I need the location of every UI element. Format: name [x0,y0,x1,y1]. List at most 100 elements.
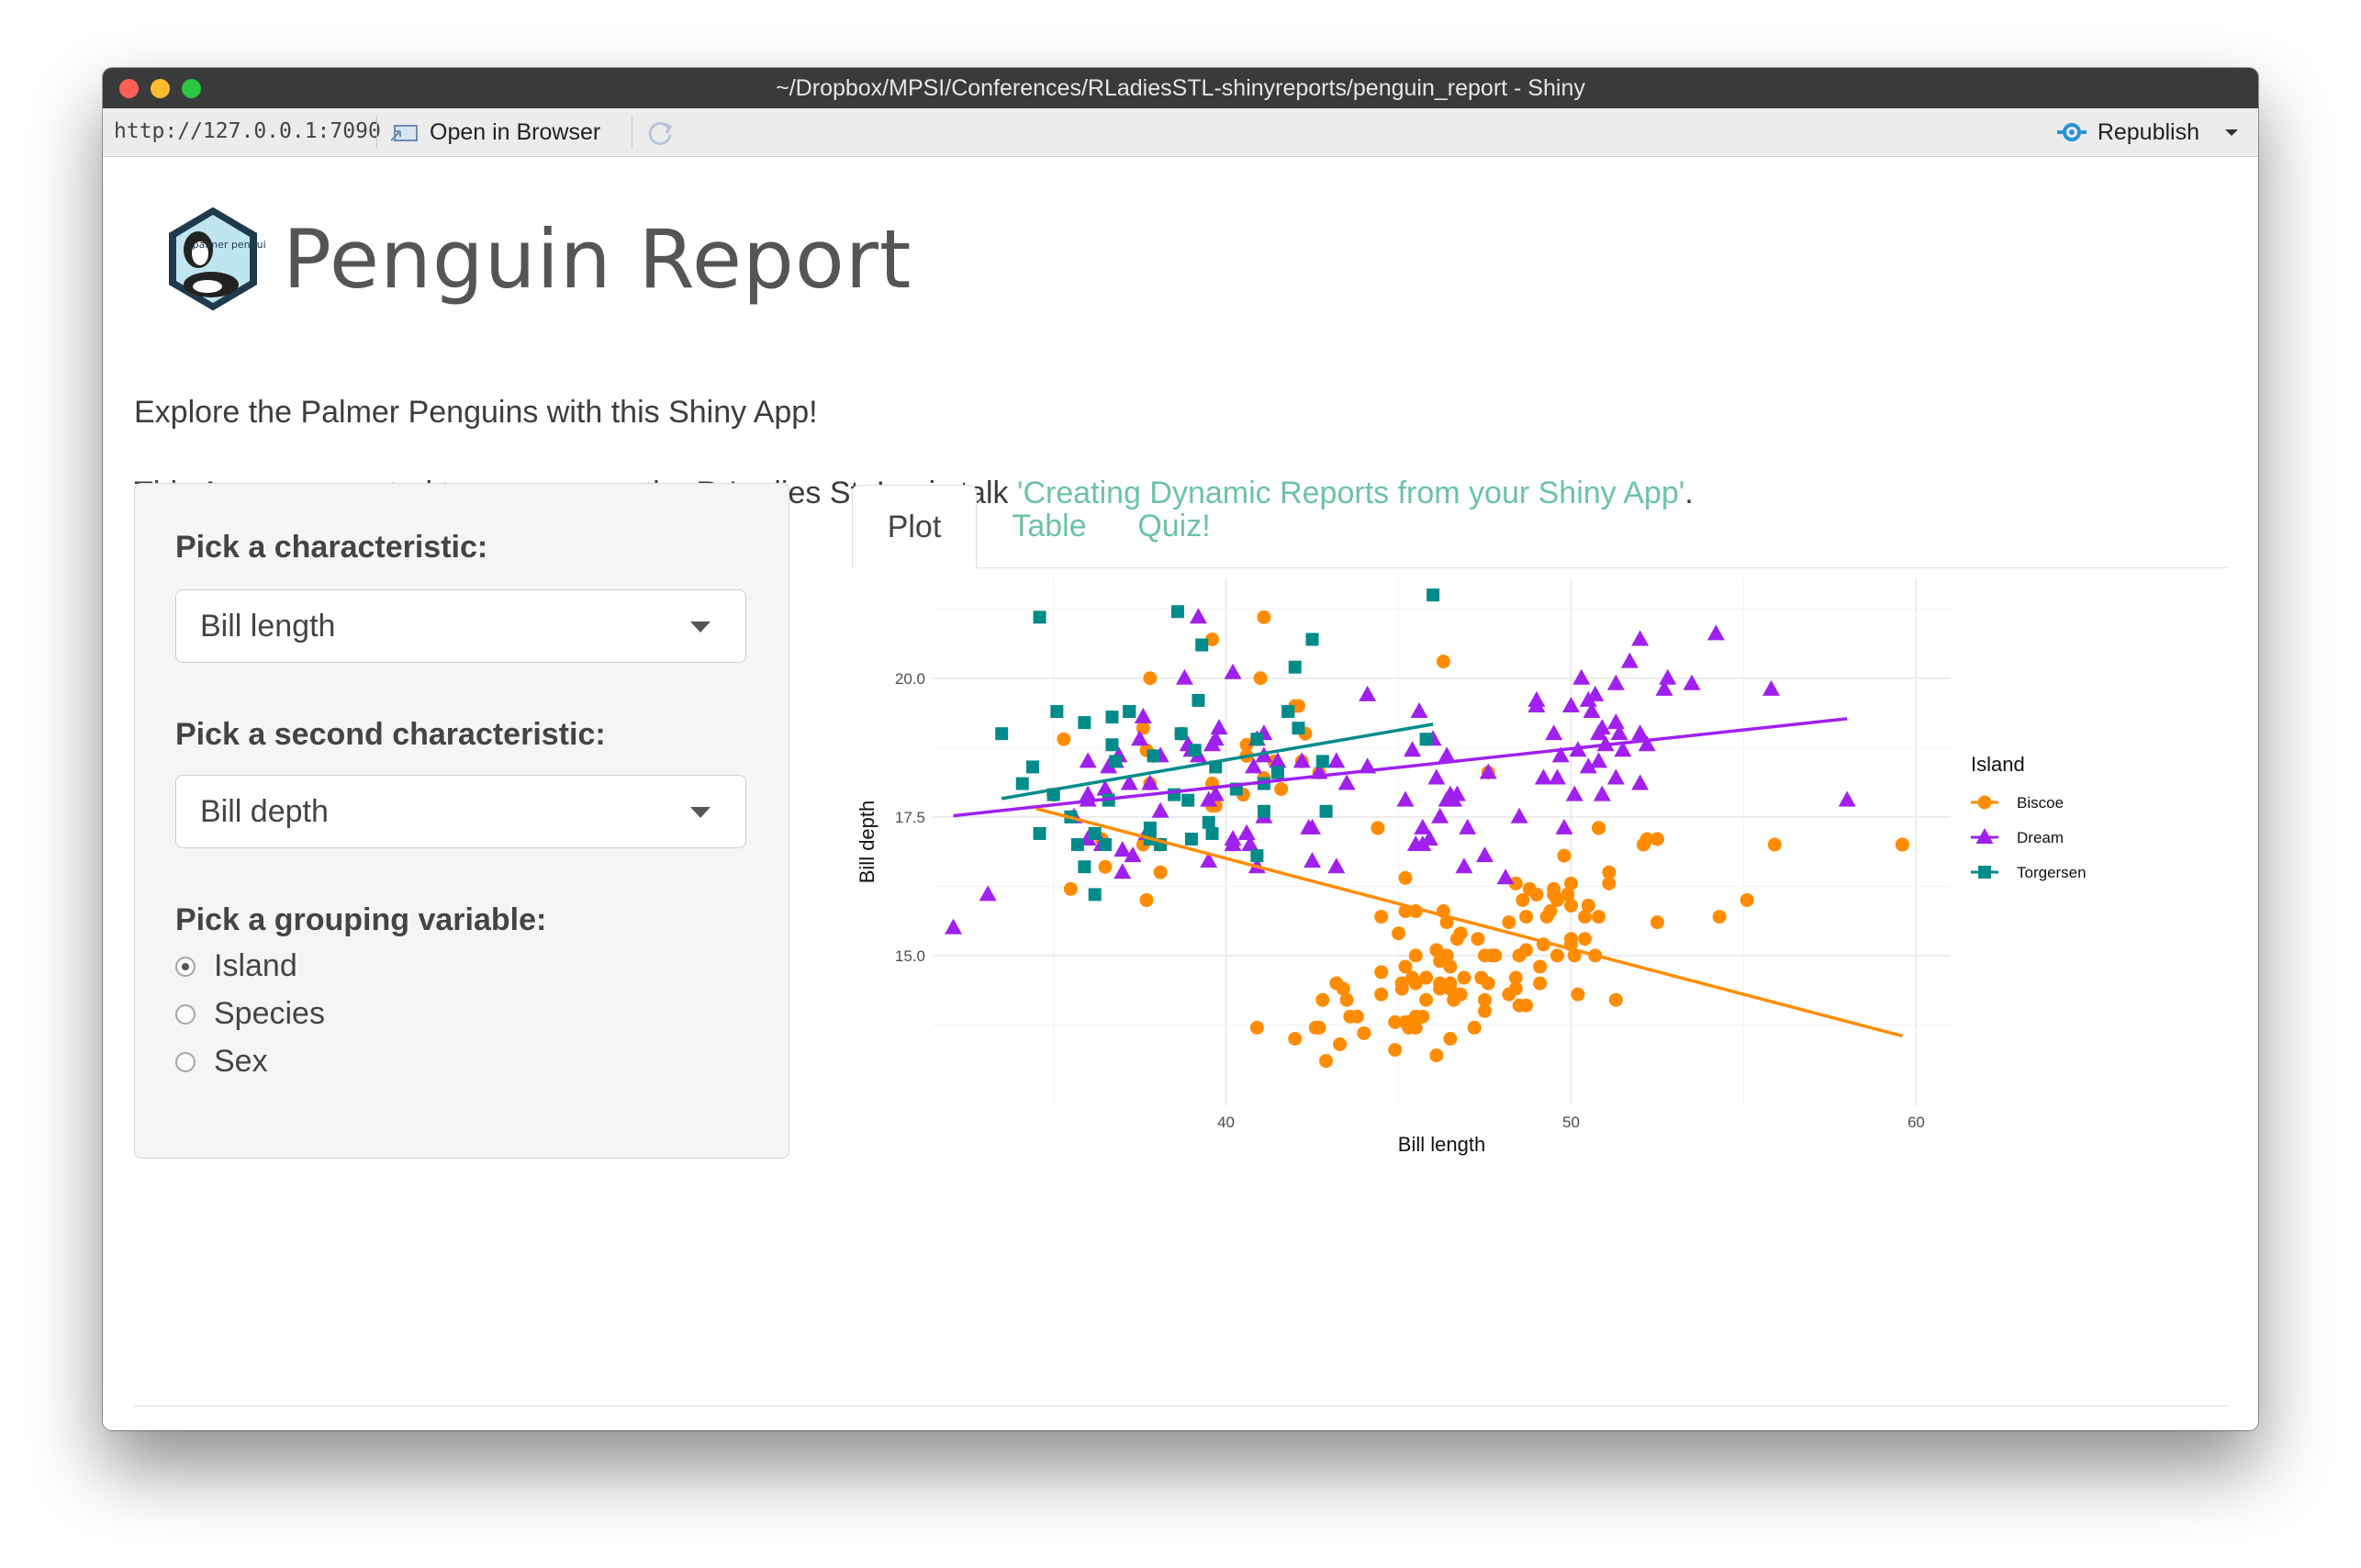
data-point [1608,992,1623,1007]
refresh-icon[interactable] [644,118,676,149]
data-point [1388,1043,1403,1058]
data-point [1063,881,1078,896]
data-point [1319,804,1333,818]
data-point [1419,992,1434,1007]
data-point [1195,638,1209,652]
radio-button[interactable] [175,1003,196,1025]
tab-plot[interactable]: Plot [852,485,977,568]
data-point [1496,868,1515,885]
second-characteristic-label: Pick a second characteristic: [175,717,606,752]
data-point [1388,1014,1403,1029]
data-point [1327,752,1346,768]
legend-label: Biscoe [2017,794,2064,812]
data-point [1123,705,1136,719]
data-point [1349,1009,1364,1024]
radio-species[interactable]: Species [175,996,325,1032]
data-point [1257,610,1271,624]
data-point [1639,832,1654,846]
data-point [1281,705,1295,719]
talk-link[interactable]: 'Creating Dynamic Reports from your Shin… [1016,476,1685,510]
characteristic-select[interactable]: Bill length [175,589,746,663]
data-point [1205,632,1220,646]
data-point [1292,722,1305,735]
y-axis-label: Bill depth [856,801,878,884]
url-field[interactable]: http://127.0.0.1:7090 [114,119,381,143]
maximize-window-button[interactable] [182,79,201,98]
data-point [1131,730,1149,746]
minimize-window-button[interactable] [151,79,170,98]
data-point [1113,841,1132,857]
data-point [1414,818,1432,834]
legend-key-marker [1978,866,1991,879]
data-point [1631,630,1650,646]
data-point [1638,735,1656,752]
data-point [1650,832,1664,846]
data-point [1410,702,1428,719]
characteristic-value: Bill length [200,609,336,644]
data-point [1124,846,1142,863]
data-point [1448,785,1466,801]
radio-sex[interactable]: Sex [175,1044,268,1080]
data-point [1527,690,1546,707]
data-point [1590,724,1608,741]
data-point [1305,633,1319,646]
data-point [1471,932,1485,946]
window-title: ~/Dropbox/MPSI/Conferences/RLadiesSTL-sh… [776,75,1585,101]
legend-key-marker [1977,795,1992,810]
data-point [1336,981,1350,996]
data-point [1512,948,1527,963]
data-point [1429,943,1444,958]
data-point [1439,948,1454,963]
radio-island[interactable]: Island [175,948,297,984]
data-point [1419,733,1433,746]
y-tick-label: 15.0 [895,947,925,965]
close-window-button[interactable] [119,79,139,98]
chevron-down-icon [690,622,711,633]
data-point [1453,926,1468,941]
data-point [1427,768,1446,785]
data-point [1578,932,1593,946]
data-point [1548,768,1566,785]
data-point [1015,777,1029,790]
data-point [1206,785,1225,801]
radio-button[interactable] [175,956,196,977]
data-point [1151,801,1169,818]
data-point [1436,655,1450,669]
tab-table[interactable]: Table [1012,509,1087,543]
data-point [1245,757,1263,774]
data-point [1408,948,1423,963]
data-point [1224,663,1242,679]
data-point [1516,892,1530,907]
data-point [1357,1025,1371,1040]
data-point [1512,998,1527,1013]
republish-button[interactable]: Republish [2055,116,2238,149]
legend-title: Island [1971,753,2025,776]
legend-label: Torgersen [2017,864,2087,881]
tab-quiz[interactable]: Quiz! [1137,509,1211,543]
second-characteristic-select[interactable]: Bill depth [175,775,746,848]
data-point [1359,685,1377,701]
app-window: ~/Dropbox/MPSI/Conferences/RLadiesSTL-sh… [103,68,2258,1430]
data-point [1374,910,1389,924]
y-tick-label: 17.5 [895,809,925,826]
data-point [1143,671,1158,686]
data-point [1510,807,1528,823]
data-point [1210,719,1228,735]
open-in-browser-button[interactable]: Open in Browser [389,116,600,149]
radio-button[interactable] [175,1051,196,1072]
data-point [1394,981,1409,996]
data-point [1767,837,1782,852]
data-point [1508,981,1523,996]
x-tick-label: 50 [1562,1114,1580,1131]
data-point [1631,724,1650,741]
data-point [1188,744,1202,757]
data-point [1088,826,1102,840]
data-point [1181,793,1195,807]
data-point [1337,774,1356,790]
data-point [1551,746,1570,763]
data-point [1508,876,1523,890]
series-biscoe [1046,610,1909,1069]
data-point [1565,785,1583,801]
dropdown-caret-icon[interactable] [2225,129,2238,136]
data-point [1655,679,1673,696]
